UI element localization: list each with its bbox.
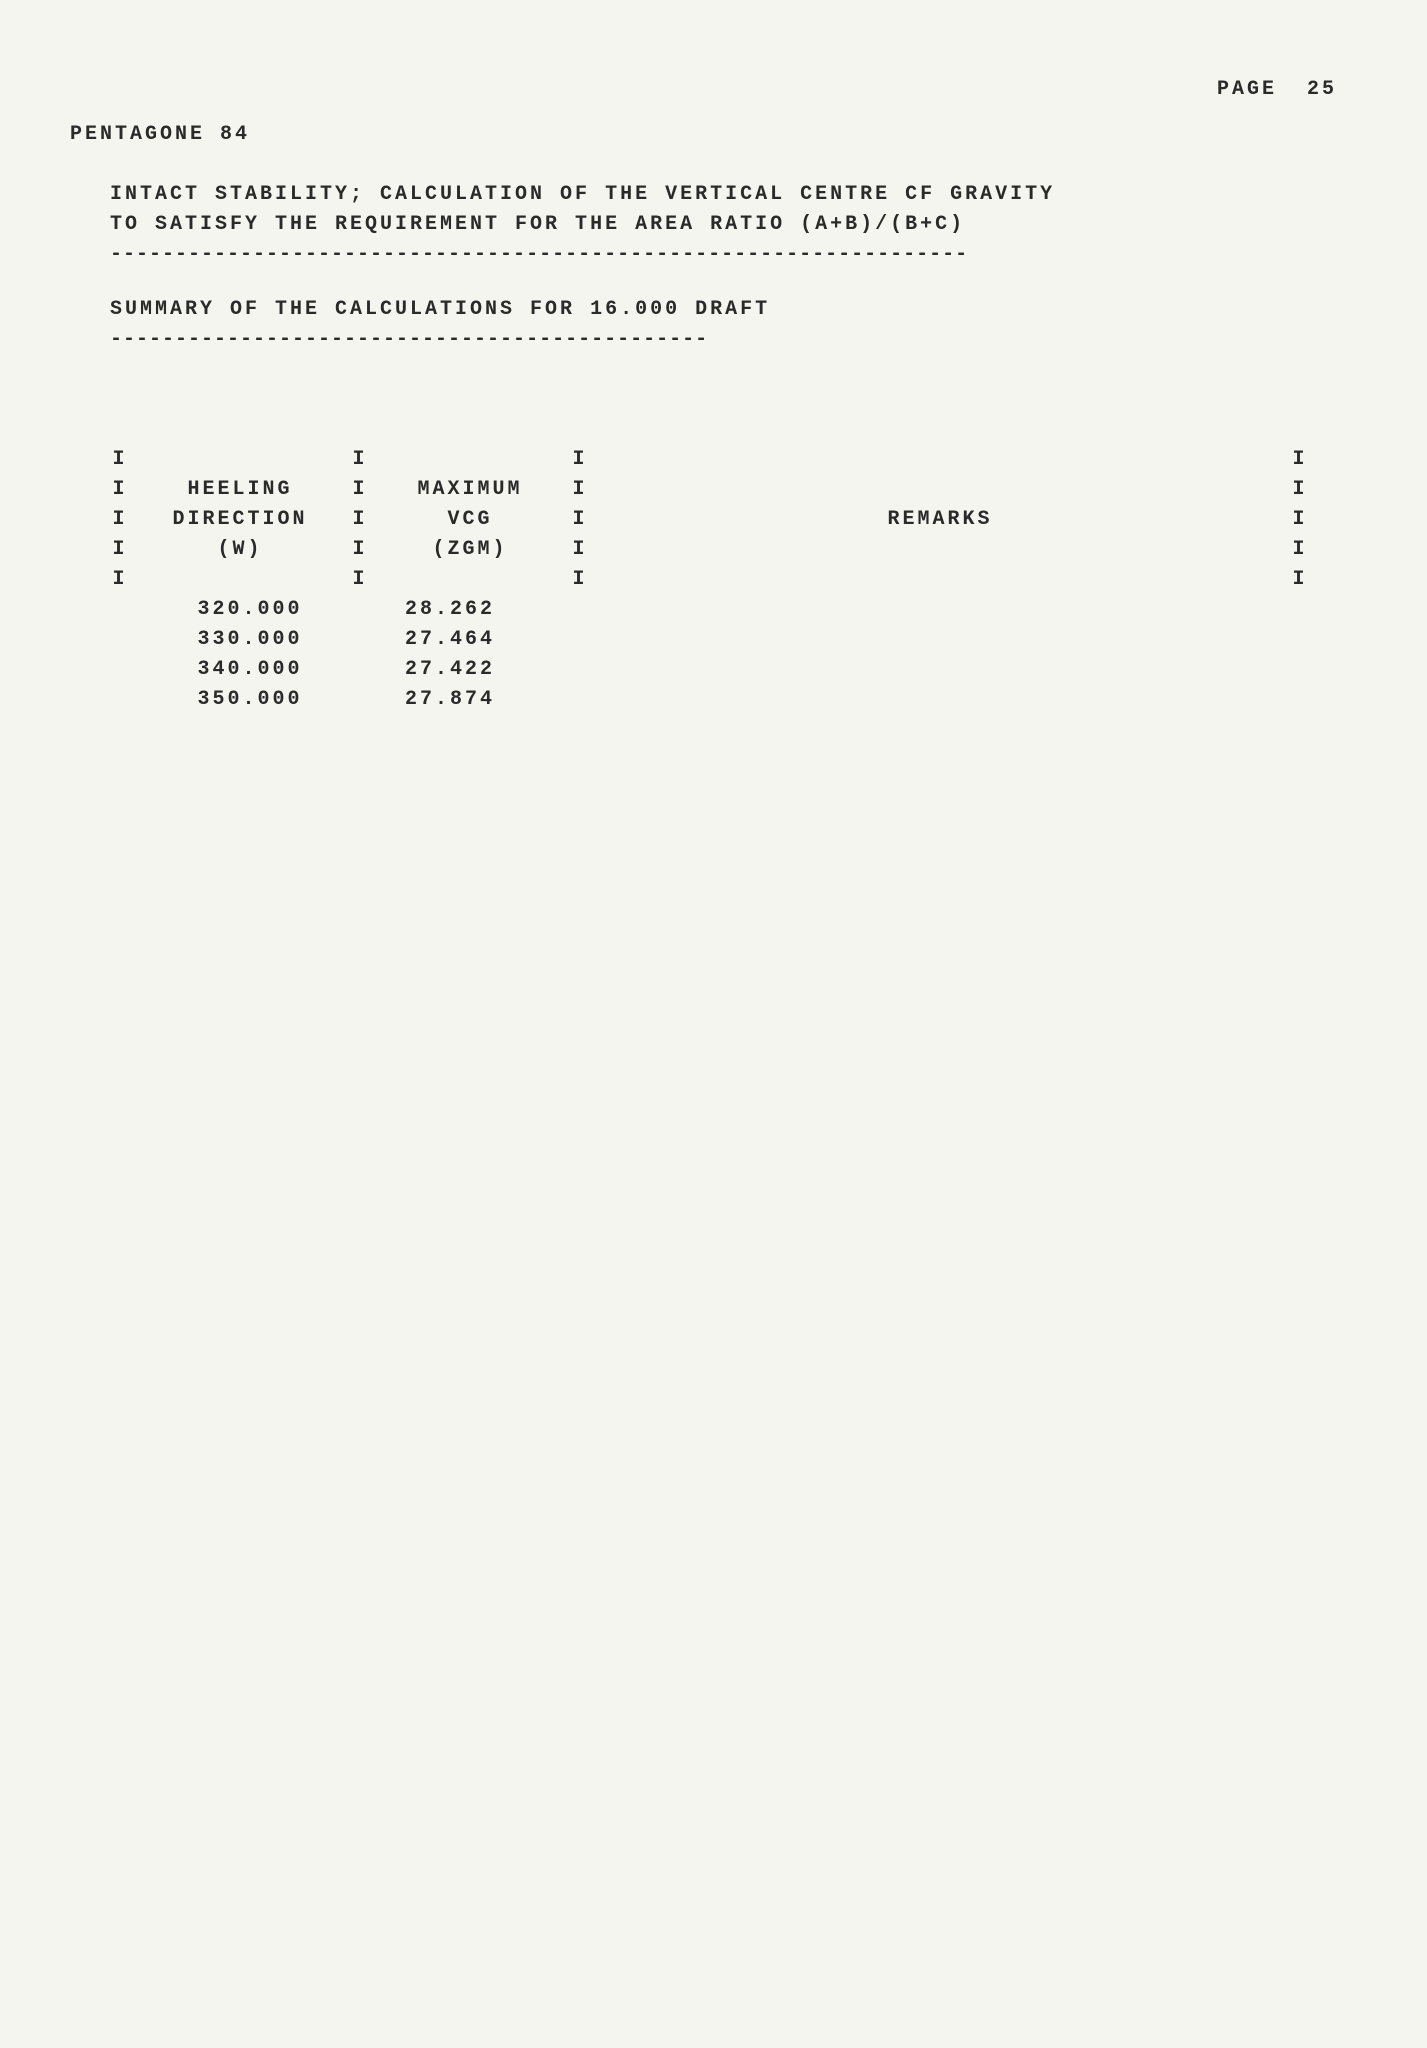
col3-header-l3	[590, 535, 1290, 565]
col3-blank	[590, 565, 1290, 595]
cell-heeling: 320.000	[110, 595, 350, 625]
pipe-icon: I	[110, 565, 130, 595]
col2-header-l1: MAXIMUM	[370, 475, 570, 505]
data-table: I I I I I HEELING I MAXIMUM I I I DIRECT…	[110, 445, 1357, 715]
table-header-row: I HEELING I MAXIMUM I I	[110, 475, 1357, 505]
col2-blank	[370, 445, 570, 475]
cell-heeling: 330.000	[110, 625, 350, 655]
table-row: 340.000 27.422	[110, 655, 1357, 685]
pipe-icon: I	[350, 445, 370, 475]
table-row: 320.000 28.262	[110, 595, 1357, 625]
horizontal-rule-long: ----------------------------------------…	[110, 240, 1357, 270]
summary-line: SUMMARY OF THE CALCULATIONS FOR 16.000 D…	[110, 295, 1357, 325]
document-title: PENTAGONE 84	[70, 120, 1357, 150]
pipe-icon: I	[350, 565, 370, 595]
table-header-row: I (W) I (ZGM) I I	[110, 535, 1357, 565]
pipe-icon: I	[570, 505, 590, 535]
page-number: PAGE 25	[1217, 75, 1337, 105]
col3-header-l1	[590, 475, 1290, 505]
pipe-icon: I	[1290, 535, 1310, 565]
col3-header-l2: REMARKS	[590, 505, 1290, 535]
cell-vcg: 27.422	[350, 655, 550, 685]
section-title-line1: INTACT STABILITY; CALCULATION OF THE VER…	[110, 180, 1357, 210]
table-header-row: I DIRECTION I VCG I REMARKS I	[110, 505, 1357, 535]
cell-heeling: 340.000	[110, 655, 350, 685]
cell-vcg: 27.464	[350, 625, 550, 655]
pipe-icon: I	[1290, 475, 1310, 505]
col1-blank	[130, 565, 350, 595]
section-title-line2: TO SATISFY THE REQUIREMENT FOR THE AREA …	[110, 210, 1357, 240]
table-row: 350.000 27.874	[110, 685, 1357, 715]
pipe-icon: I	[1290, 505, 1310, 535]
table-row: 330.000 27.464	[110, 625, 1357, 655]
col1-header-l2: DIRECTION	[130, 505, 350, 535]
col2-header-l3: (ZGM)	[370, 535, 570, 565]
pipe-icon: I	[350, 535, 370, 565]
pipe-icon: I	[570, 565, 590, 595]
col1-blank	[130, 445, 350, 475]
col1-header-l1: HEELING	[130, 475, 350, 505]
pipe-icon: I	[570, 475, 590, 505]
page-num: 25	[1307, 78, 1337, 101]
pipe-icon: I	[570, 535, 590, 565]
pipe-icon: I	[110, 475, 130, 505]
pipe-icon: I	[570, 445, 590, 475]
col2-header-l2: VCG	[370, 505, 570, 535]
cell-vcg: 28.262	[350, 595, 550, 625]
pipe-icon: I	[350, 505, 370, 535]
pipe-icon: I	[110, 505, 130, 535]
cell-heeling: 350.000	[110, 685, 350, 715]
cell-vcg: 27.874	[350, 685, 550, 715]
pipe-icon: I	[350, 475, 370, 505]
page-label: PAGE	[1217, 78, 1277, 101]
horizontal-rule-short: ----------------------------------------…	[110, 325, 1357, 355]
col2-blank	[370, 565, 570, 595]
pipe-icon: I	[110, 445, 130, 475]
pipe-icon: I	[110, 535, 130, 565]
col1-header-l3: (W)	[130, 535, 350, 565]
col3-blank	[590, 445, 1290, 475]
pipe-icon: I	[1290, 445, 1310, 475]
table-header-row: I I I I	[110, 445, 1357, 475]
table-header-row: I I I I	[110, 565, 1357, 595]
pipe-icon: I	[1290, 565, 1310, 595]
